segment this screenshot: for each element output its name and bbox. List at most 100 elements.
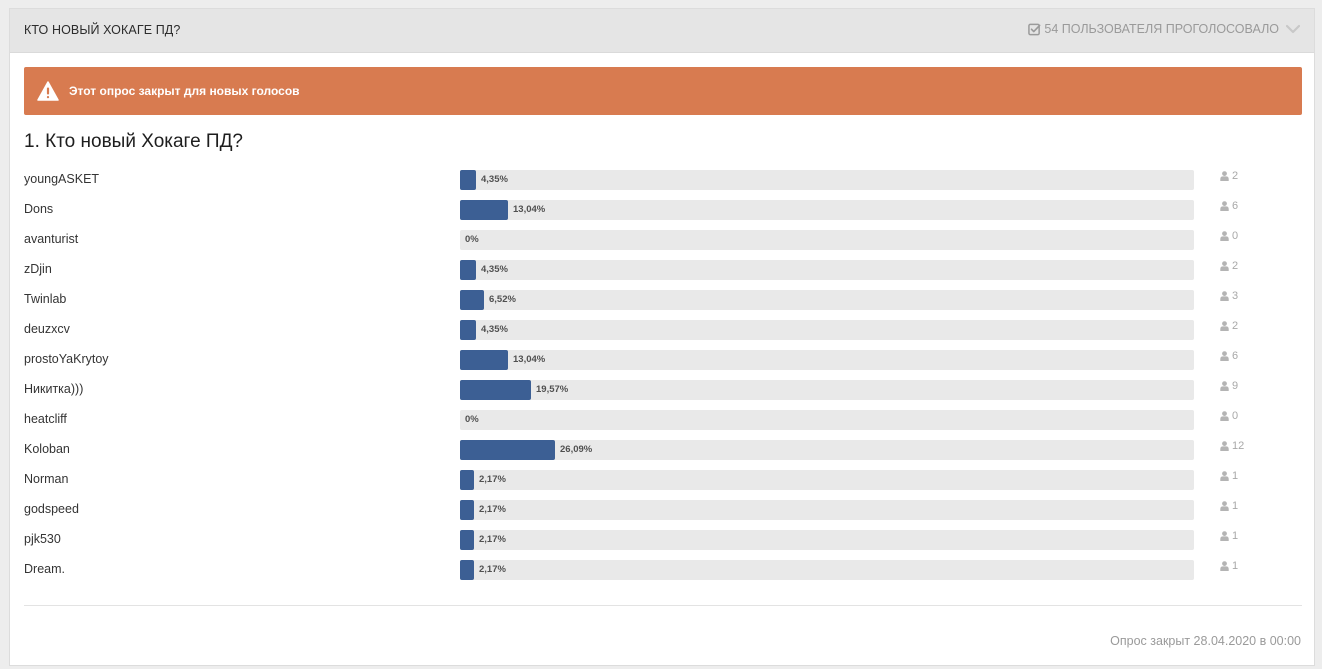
choice-votes[interactable]: 6 [1220, 200, 1238, 212]
poll-closed-alert: Этот опрос закрыт для новых голосов [24, 67, 1302, 115]
choice-votes[interactable]: 2 [1220, 260, 1238, 272]
choice-bar-track: 19,57% [460, 380, 1194, 400]
choice-votes[interactable]: 1 [1220, 500, 1238, 512]
choice-bar-fill [460, 530, 474, 550]
choice-percent: 2,17% [479, 534, 506, 545]
choice-bar-track: 13,04% [460, 200, 1194, 220]
user-icon [1220, 531, 1229, 541]
poll-closed-date: Опрос закрыт 28.04.2020 в 00:00 [1110, 634, 1301, 648]
choice-votes[interactable]: 6 [1220, 350, 1238, 362]
choice-votes[interactable]: 0 [1220, 410, 1238, 422]
choice-label: avanturist [24, 232, 79, 246]
poll-widget: КТО НОВЫЙ ХОКАГЕ ПД? 54 ПОЛЬЗОВАТЕЛЯ ПРО… [9, 8, 1315, 666]
vote-count: 1 [1232, 470, 1239, 482]
user-icon [1220, 291, 1229, 301]
choice-percent: 4,35% [481, 174, 508, 185]
choice-bar-fill [460, 260, 476, 280]
user-icon [1220, 501, 1229, 511]
choice-bar-fill [460, 500, 474, 520]
vote-count: 2 [1232, 320, 1239, 332]
choice-percent: 2,17% [479, 474, 506, 485]
vote-count: 0 [1232, 230, 1239, 242]
choice-bar-track: 4,35% [460, 260, 1194, 280]
choice-percent: 26,09% [560, 444, 593, 455]
choice-percent: 0% [465, 234, 479, 245]
user-icon [1220, 231, 1229, 241]
choice-bar-track: 0% [460, 230, 1194, 250]
chevron-down-icon[interactable] [1286, 24, 1300, 34]
voters-count-text: 54 ПОЛЬЗОВАТЕЛЯ ПРОГОЛОСОВАЛО [1044, 22, 1279, 36]
user-icon [1220, 201, 1229, 211]
choice-label: godspeed [24, 502, 79, 516]
choice-bar-fill [460, 380, 531, 400]
choice-bar-track: 2,17% [460, 560, 1194, 580]
choice-bar-track: 4,35% [460, 170, 1194, 190]
choice-percent: 6,52% [489, 294, 516, 305]
choice-label: deuzxcv [24, 322, 70, 336]
poll-choice-row: prostoYaKrytoy 13,04% 6 [24, 349, 1304, 379]
poll-choice-row: Dream. 2,17% 1 [24, 559, 1304, 589]
choice-label: zDjin [24, 262, 52, 276]
user-icon [1220, 441, 1229, 451]
poll-choice-row: Koloban 26,09% 12 [24, 439, 1304, 469]
choice-votes[interactable]: 1 [1220, 530, 1238, 542]
user-icon [1220, 381, 1229, 391]
poll-choice-row: Никитка))) 19,57% 9 [24, 379, 1304, 409]
warning-icon [37, 81, 59, 101]
choice-bar-track: 2,17% [460, 500, 1194, 520]
choice-votes[interactable]: 1 [1220, 560, 1238, 572]
user-icon [1220, 411, 1229, 421]
choice-percent: 13,04% [513, 354, 546, 365]
choice-label: Никитка))) [24, 382, 84, 396]
choice-votes[interactable]: 2 [1220, 320, 1238, 332]
choice-percent: 2,17% [479, 564, 506, 575]
vote-count: 1 [1232, 500, 1239, 512]
vote-count: 1 [1232, 560, 1239, 572]
choice-votes[interactable]: 3 [1220, 290, 1238, 302]
choice-bar-fill [460, 350, 508, 370]
choice-bar-fill [460, 200, 508, 220]
choice-bar-fill [460, 290, 484, 310]
question-title: 1. Кто новый Хокаге ПД? [24, 131, 244, 152]
choice-percent: 4,35% [481, 264, 508, 275]
choice-percent: 19,57% [536, 384, 569, 395]
vote-count: 3 [1232, 290, 1239, 302]
vote-count: 2 [1232, 170, 1239, 182]
divider [24, 605, 1302, 606]
user-icon [1220, 471, 1229, 481]
choice-bar-fill [460, 440, 555, 460]
poll-choice-row: Norman 2,17% 1 [24, 469, 1304, 499]
vote-count: 9 [1232, 380, 1239, 392]
user-icon [1220, 261, 1229, 271]
choice-bar-fill [460, 320, 476, 340]
vote-count: 1 [1232, 530, 1239, 542]
choice-percent: 0% [465, 414, 479, 425]
choice-votes[interactable]: 2 [1220, 170, 1238, 182]
poll-choice-row: pjk530 2,17% 1 [24, 529, 1304, 559]
choice-label: youngASKET [24, 172, 100, 186]
choice-bar-fill [460, 470, 474, 490]
poll-header[interactable]: КТО НОВЫЙ ХОКАГЕ ПД? 54 ПОЛЬЗОВАТЕЛЯ ПРО… [10, 9, 1314, 53]
choice-votes[interactable]: 0 [1220, 230, 1238, 242]
poll-choice-row: Dons 13,04% 6 [24, 199, 1304, 229]
poll-title: КТО НОВЫЙ ХОКАГЕ ПД? [24, 23, 181, 37]
choice-bar-track: 2,17% [460, 470, 1194, 490]
user-icon [1220, 321, 1229, 331]
poll-voters-summary[interactable]: 54 ПОЛЬЗОВАТЕЛЯ ПРОГОЛОСОВАЛО [1028, 22, 1300, 36]
vote-count: 0 [1232, 410, 1239, 422]
poll-choice-row: Twinlab 6,52% 3 [24, 289, 1304, 319]
choice-label: Dons [24, 202, 54, 216]
user-icon [1220, 171, 1229, 181]
choice-label: Koloban [24, 442, 70, 456]
choice-percent: 13,04% [513, 204, 546, 215]
poll-choice-row: heatcliff 0% 0 [24, 409, 1304, 439]
user-icon [1220, 561, 1229, 571]
choice-votes[interactable]: 1 [1220, 470, 1238, 482]
vote-count: 6 [1232, 350, 1239, 362]
choice-bar-track: 6,52% [460, 290, 1194, 310]
choice-bar-fill [460, 560, 474, 580]
choice-votes[interactable]: 12 [1220, 440, 1244, 452]
choice-bar-fill [460, 170, 476, 190]
choice-votes[interactable]: 9 [1220, 380, 1238, 392]
choice-label: Dream. [24, 562, 65, 576]
